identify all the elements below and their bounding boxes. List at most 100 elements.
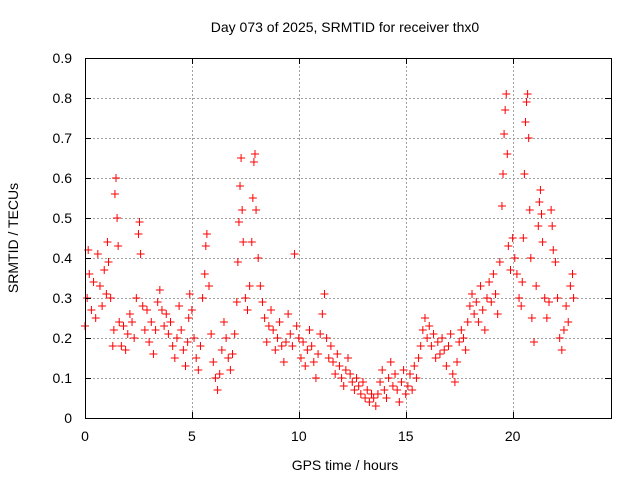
data-point [532, 282, 541, 290]
y-tick-label: 0.1 [53, 370, 73, 386]
data-point [535, 198, 544, 206]
data-point [143, 306, 152, 314]
data-point [365, 398, 374, 406]
data-point [523, 90, 532, 98]
data-point [363, 386, 372, 394]
data-point [91, 314, 100, 322]
data-point [243, 306, 252, 314]
data-point [192, 354, 201, 362]
x-tick-label: 0 [81, 428, 89, 444]
data-point [506, 266, 515, 274]
data-point [427, 342, 436, 350]
data-point [403, 382, 412, 390]
data-point [303, 346, 312, 354]
data-point [256, 282, 265, 290]
data-point [482, 294, 491, 302]
data-point [358, 378, 367, 386]
data-point [324, 354, 333, 362]
data-point [172, 334, 181, 342]
tick-labels-layer: 0 0.1 0.2 0.3 0.4 0.5 0.6 0.7 0.8 0.9 0 5 10 15 20 [53, 50, 521, 444]
data-point [217, 346, 226, 354]
y-tick-label: 0.3 [53, 290, 73, 306]
data-point [551, 258, 560, 266]
data-point [230, 330, 239, 338]
data-point [425, 322, 434, 330]
data-point [164, 330, 173, 338]
data-point [348, 378, 357, 386]
data-point [548, 222, 557, 230]
data-point [376, 378, 385, 386]
data-point [378, 366, 387, 374]
data-point [314, 350, 323, 358]
data-point [435, 350, 444, 358]
data-point [485, 278, 494, 286]
data-point [108, 342, 117, 350]
data-point [461, 346, 470, 354]
data-point [309, 358, 318, 366]
data-point [515, 294, 524, 302]
plot-frame [85, 58, 612, 419]
data-point [160, 322, 169, 330]
data-point [130, 334, 139, 342]
data-point [183, 338, 192, 346]
data-point [151, 326, 160, 334]
data-point [114, 242, 123, 250]
data-point [444, 342, 453, 350]
data-point [468, 290, 477, 298]
data-point [103, 238, 112, 246]
data-point [388, 382, 397, 390]
data-point [542, 314, 551, 322]
data-point [102, 290, 111, 298]
data-point [245, 282, 254, 290]
data-point [284, 310, 293, 318]
data-point [187, 306, 196, 314]
data-point [478, 306, 487, 314]
data-point [335, 362, 344, 370]
data-point [524, 134, 533, 142]
data-point [500, 130, 509, 138]
data-point [264, 322, 273, 330]
data-point [559, 326, 568, 334]
data-point [296, 354, 305, 362]
data-point [373, 390, 382, 398]
data-point [438, 334, 447, 342]
data-point [89, 278, 98, 286]
data-point [307, 342, 316, 350]
data-point [136, 250, 145, 258]
data-point [408, 386, 417, 394]
data-point [205, 282, 214, 290]
data-point [501, 106, 510, 114]
data-point [455, 338, 464, 346]
data-point [526, 254, 535, 262]
data-point [250, 150, 259, 158]
data-point [157, 306, 166, 314]
data-point [547, 206, 556, 214]
data-point [442, 362, 451, 370]
data-point [200, 270, 209, 278]
data-point [113, 214, 122, 222]
y-tick-label: 0.5 [53, 210, 73, 226]
x-tick-label: 10 [291, 428, 307, 444]
data-point [401, 390, 410, 398]
data-point [85, 270, 94, 278]
data-point [549, 246, 558, 254]
data-point [93, 250, 102, 258]
data-point [106, 294, 115, 302]
data-point [420, 314, 429, 322]
data-point [527, 314, 536, 322]
data-point [433, 338, 442, 346]
data-point [140, 326, 149, 334]
data-point [489, 270, 498, 278]
data-point [190, 334, 199, 342]
data-point [87, 306, 96, 314]
data-point [252, 206, 261, 214]
data-point [247, 238, 256, 246]
data-point [530, 338, 539, 346]
data-point [503, 150, 512, 158]
data-point [491, 290, 500, 298]
data-point [504, 242, 513, 250]
data-point [495, 258, 504, 266]
data-point [446, 330, 455, 338]
data-point [339, 382, 348, 390]
